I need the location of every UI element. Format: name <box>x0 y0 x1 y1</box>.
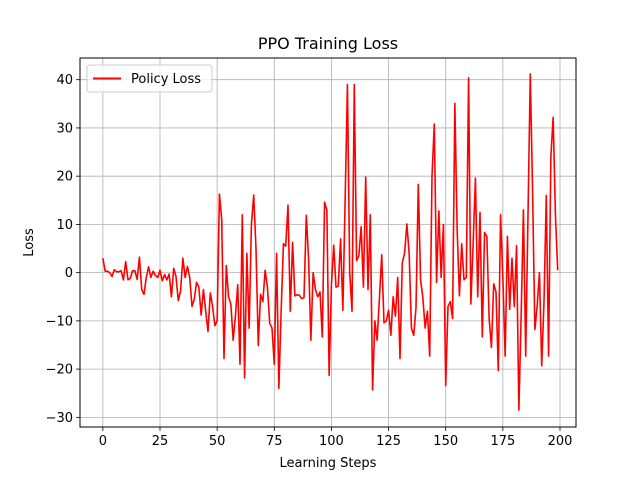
y-tick-label: −20 <box>46 363 73 378</box>
x-tick-label: 25 <box>152 434 169 449</box>
axis-ticks: 0 25 50 75 100 125 150 175 200 −30 −20 −10 0 10 20 30 40 <box>46 73 573 449</box>
x-tick-label: 175 <box>490 434 515 449</box>
y-tick-label: 20 <box>56 170 73 185</box>
legend-box <box>86 64 213 93</box>
x-tick-label: 200 <box>548 434 573 449</box>
x-tick-label: 125 <box>376 434 401 449</box>
x-tick-label: 75 <box>266 434 283 449</box>
legend: Policy Loss <box>86 64 213 93</box>
x-tick-label: 0 <box>99 434 107 449</box>
series-line-policy-loss <box>102 73 559 411</box>
y-tick-label: 10 <box>56 218 73 233</box>
x-tick-label: 150 <box>433 434 458 449</box>
y-axis-title: Loss <box>22 228 37 257</box>
chart-title: PPO Training Loss <box>258 34 398 53</box>
y-tick-label: −30 <box>46 411 73 426</box>
grid <box>80 58 576 427</box>
x-axis-title: Learning Steps <box>280 456 377 471</box>
y-tick-label: −10 <box>46 314 73 329</box>
legend-label-policy-loss: Policy Loss <box>131 72 201 87</box>
x-tick-label: 50 <box>209 434 226 449</box>
plot-area <box>102 73 559 411</box>
y-tick-label: 0 <box>65 266 73 281</box>
plot-frame <box>79 57 577 428</box>
y-tick-label: 30 <box>56 121 73 136</box>
y-tick-label: 40 <box>56 73 73 88</box>
x-tick-label: 100 <box>319 434 344 449</box>
